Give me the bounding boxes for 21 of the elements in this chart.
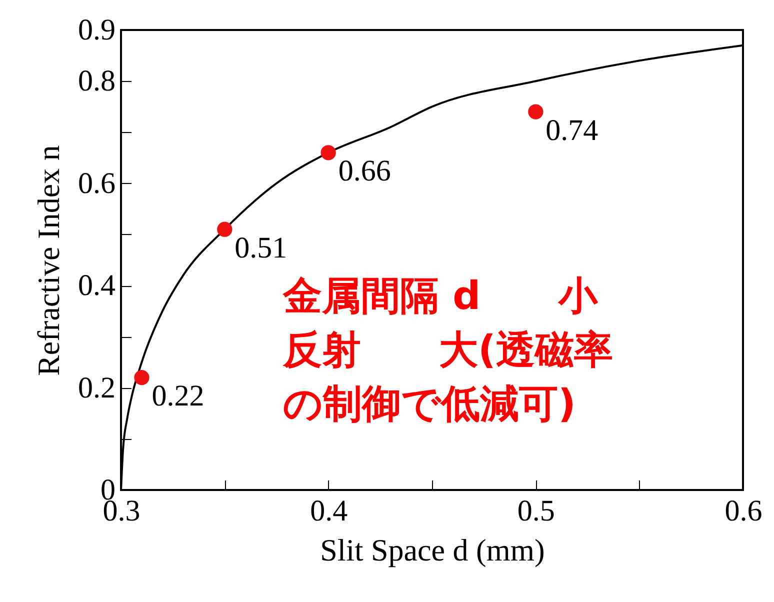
- data-label: 0.66: [338, 154, 391, 188]
- y-tick-label: 0.2: [78, 371, 116, 404]
- data-label: 0.51: [234, 231, 288, 264]
- point: [320, 145, 336, 160]
- data-label: 0.74: [546, 114, 598, 147]
- y-tick-label: 0.4: [78, 269, 116, 302]
- y-tick-label: 0.8: [78, 64, 116, 98]
- point: [134, 370, 150, 386]
- point: [528, 104, 544, 120]
- point: [217, 222, 232, 237]
- y-tick-label: 0.9: [78, 14, 116, 46]
- x-tick-label: 0.6: [724, 494, 762, 528]
- data-label: 0.22: [152, 380, 204, 413]
- annotation: 金属間隔 d 小: [282, 274, 598, 319]
- annotation: の制御で低減可): [283, 382, 576, 427]
- y-tick-label: 0.6: [78, 166, 116, 200]
- y-axis-title: Refractive Index n: [31, 144, 66, 376]
- x-axis-title: Slit Space d (mm): [320, 532, 545, 568]
- annotation: 反射 大(透磁率: [282, 328, 613, 373]
- x-tick-label: 0.5: [517, 494, 555, 528]
- x-tick-label: 0.4: [310, 494, 348, 528]
